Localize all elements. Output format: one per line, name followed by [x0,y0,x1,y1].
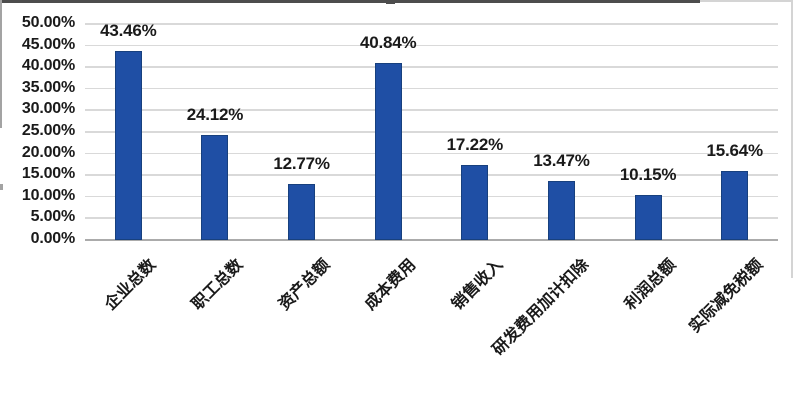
gridline [85,195,778,198]
gridline [85,131,778,133]
gridline [85,23,778,25]
bar-value-label: 24.12% [186,104,244,124]
category-label: 资产总额 [275,256,333,314]
y-axis-tick-label: 20.00% [21,143,75,161]
top-crop-line [0,0,700,3]
bar [288,183,316,240]
y-axis-tick-label: 0.00% [30,230,76,247]
bar [547,180,575,240]
top-right-light-line [700,0,793,2]
category-label: 实际减免税额 [686,256,766,337]
x-axis-line [85,239,778,241]
bar-value-label: 43.46% [100,21,157,41]
bar-value-label: 10.15% [619,165,677,185]
bar [374,62,402,240]
y-axis-tick-label: 45.00% [21,35,75,53]
y-axis-tick-label: 50.00% [21,14,75,31]
bar-value-label: 40.84% [359,32,417,52]
right-border-line [791,0,793,278]
gridline [85,109,778,111]
bar-value-label: 13.47% [533,150,590,170]
bar-value-label: 17.22% [446,134,504,154]
gridline [85,174,778,176]
y-axis-tick-label: 35.00% [21,78,75,96]
y-axis-tick-label: 25.00% [21,122,75,139]
gridline [85,66,778,68]
bar [201,134,229,240]
gridline [85,217,778,219]
bar [634,195,662,240]
bar [461,164,489,240]
y-axis-tick-label: 40.00% [21,57,75,75]
category-label: 成本费用 [362,256,420,314]
y-axis-tick-label: 15.00% [21,165,75,183]
category-label: 销售收入 [448,256,507,314]
y-axis-tick-label: 30.00% [21,100,75,118]
category-label: 利润总额 [622,256,680,314]
bar-value-label: 12.77% [273,153,330,173]
gridline [85,152,778,155]
y-axis-tick-label: 5.00% [30,208,76,226]
left-border-line [0,0,2,128]
category-label: 职工总数 [188,256,247,314]
y-axis-tick-label: 10.00% [21,186,75,204]
category-label: 企业总数 [102,256,160,314]
bar-value-label: 15.64% [706,141,763,161]
gridline [85,87,778,90]
bar [114,51,142,240]
left-edge-dash [0,184,3,190]
bar [721,171,749,240]
gridline [85,44,778,47]
top-crop-notch [386,0,395,4]
